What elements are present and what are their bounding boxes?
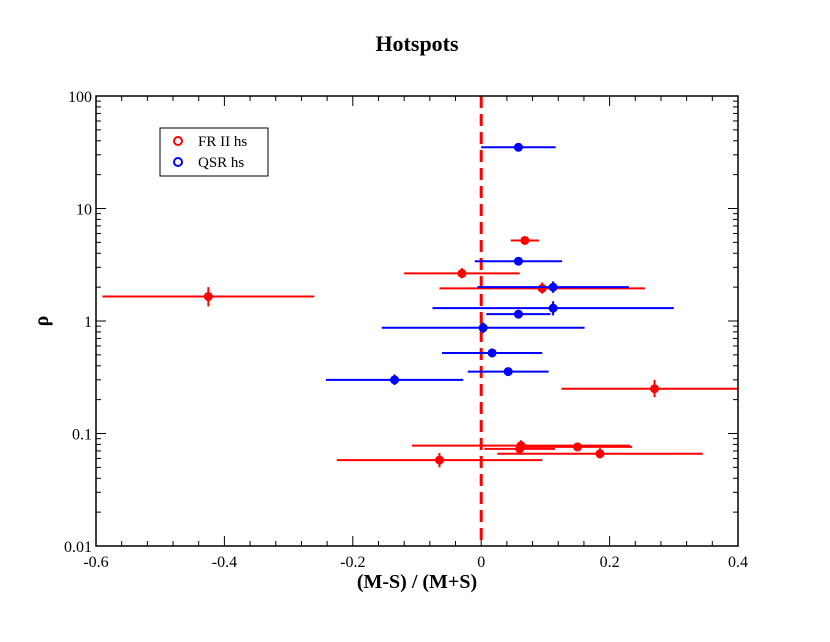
data-point [548,303,558,313]
axes-ticks: -0.6 -0.4 -0.2 0 0.2 0.4 0.01 0.1 1 10 100 [64,89,748,571]
x-tick-label: 0 [477,554,485,571]
x-tick-label: -0.2 [340,554,365,571]
x-tick-label: -0.4 [212,554,237,571]
data-point [513,309,523,319]
legend-marker-qsr [173,157,183,167]
chart-title: Hotspots [375,31,459,56]
data-point [595,449,605,459]
data-point [573,442,582,452]
data-point [487,348,497,358]
x-tick-label: -0.6 [83,554,108,571]
data-point [513,256,523,266]
y-tick-label: 0.01 [64,539,92,556]
y-axis-label: ρ [31,316,53,327]
y-tick-label: 0.1 [72,427,92,444]
data-points [102,142,738,468]
y-tick-label: 100 [68,89,92,106]
series-fr2 [102,235,738,468]
x-axis-label: (M-S) / (M+S) [357,571,477,593]
x-tick-label: 0.4 [728,554,748,571]
y-tick-label: 10 [76,202,92,219]
data-point [457,268,467,278]
data-point [203,292,213,302]
data-point [515,444,525,454]
data-point [520,235,530,245]
x-tick-label: 0.2 [600,554,620,571]
legend: FR II hs QSR hs [159,127,269,177]
data-point [537,283,547,293]
data-point [503,367,513,377]
data-point [548,282,558,292]
legend-label-fr2: FR II hs [198,134,247,150]
legend-marker-fr2 [173,136,183,146]
legend-label-qsr: QSR hs [198,155,244,171]
plot-frame [95,95,739,547]
data-point [478,323,488,333]
series-qsr [325,142,674,385]
data-point [390,375,400,385]
data-point [650,384,660,394]
y-tick-label: 1 [84,314,92,331]
data-point [513,142,523,152]
data-point [434,455,444,465]
